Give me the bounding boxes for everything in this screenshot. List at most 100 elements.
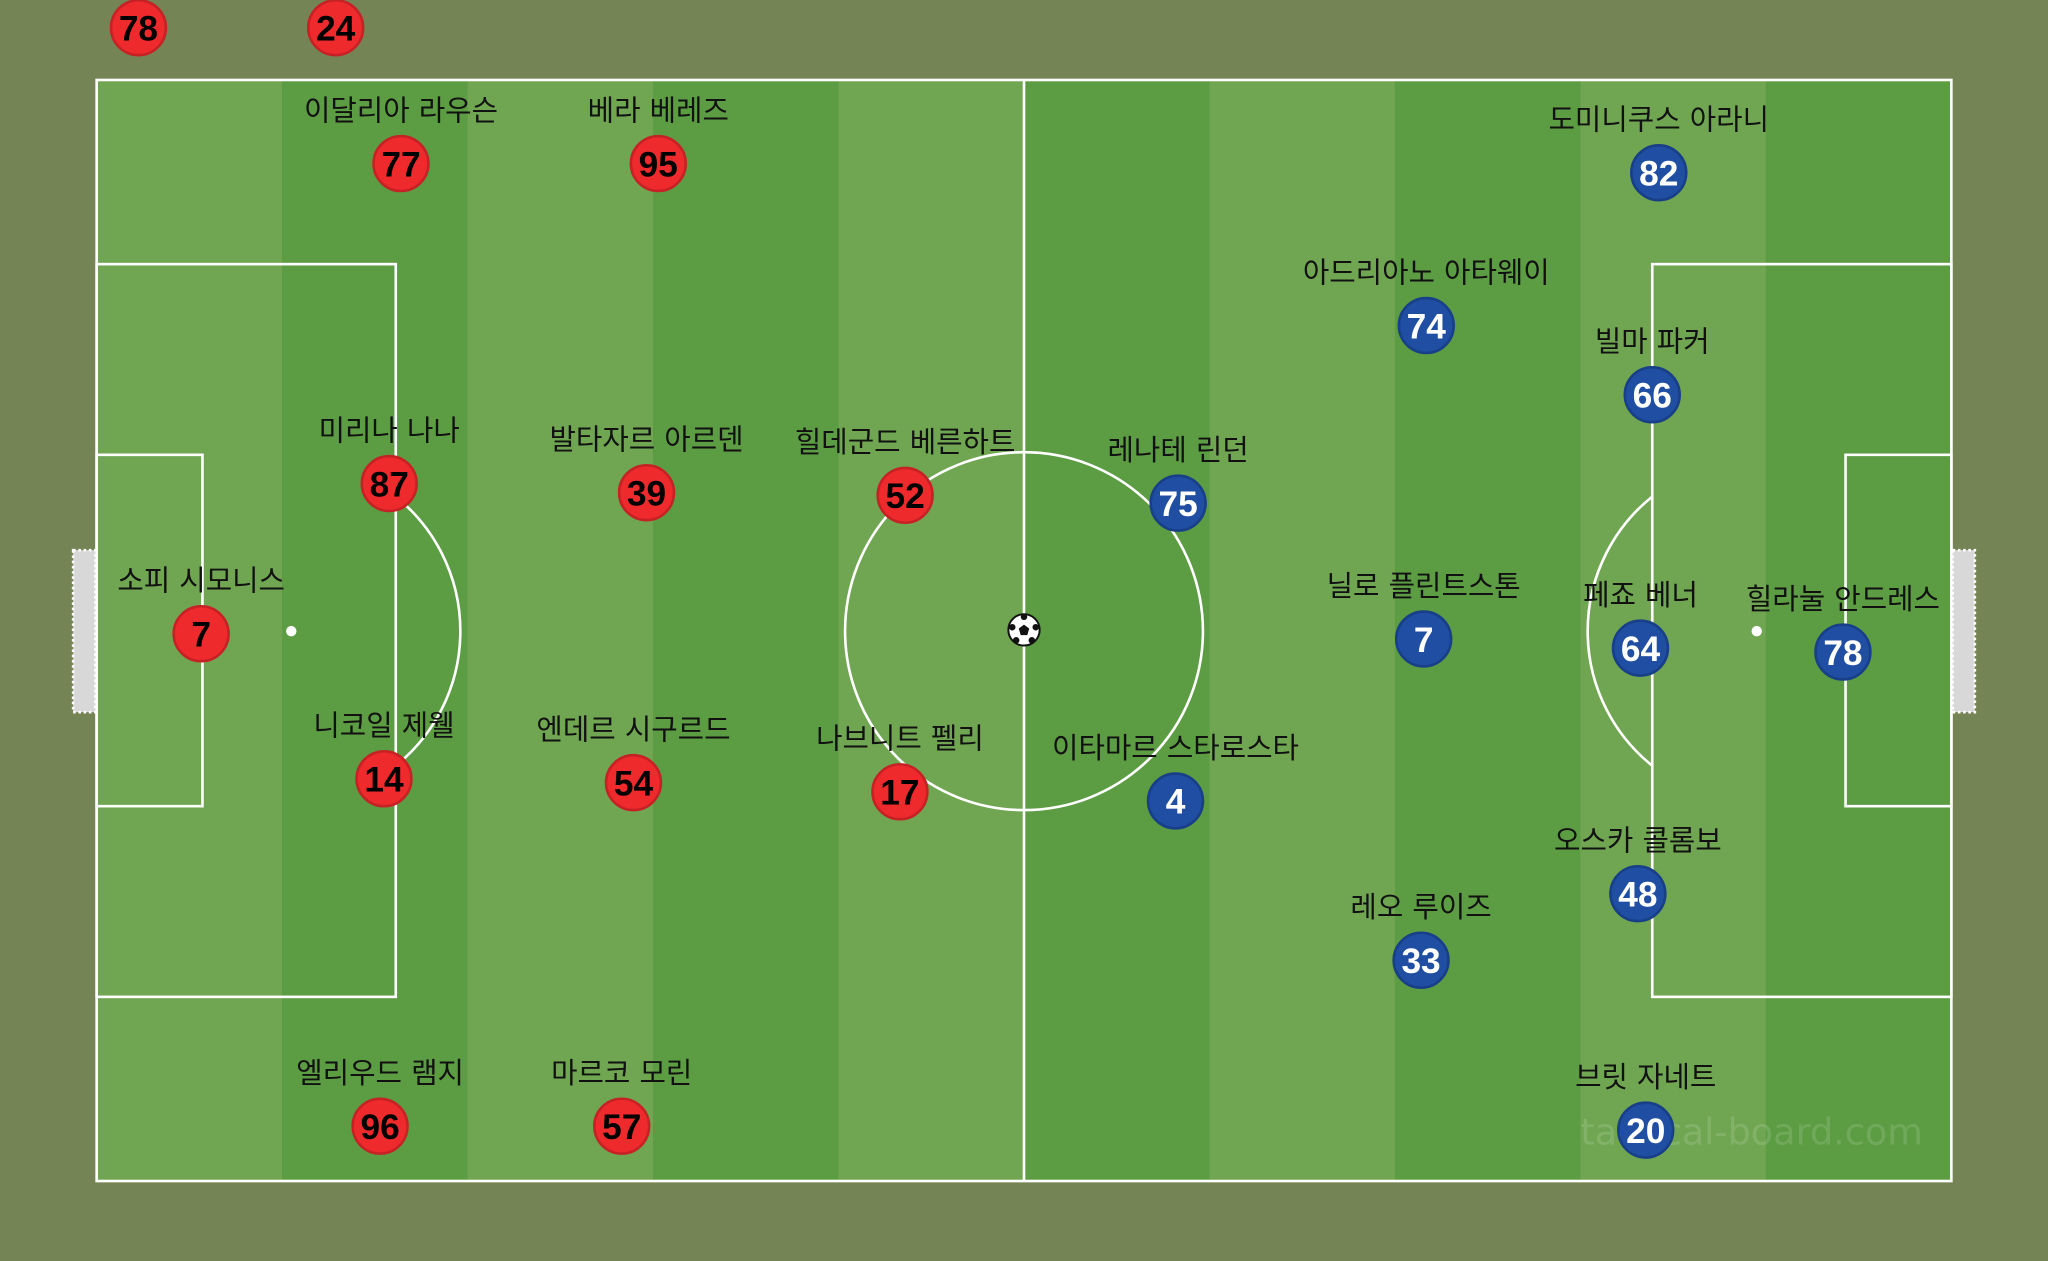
player-name: 레오 루이즈: [1350, 890, 1491, 924]
pitch-stripe: [1209, 79, 1395, 1182]
player-number: 96: [360, 1108, 399, 1147]
pitch-stripe: [1580, 79, 1766, 1182]
player-marker[interactable]: [1609, 864, 1667, 923]
player-marker[interactable]: [172, 605, 230, 663]
player-token[interactable]: 힐라눌 안드레스 78: [1746, 582, 1940, 681]
pitch-stripe: [1024, 79, 1210, 1182]
player-token[interactable]: 니코일 제웰 14: [313, 709, 455, 808]
player-token[interactable]: 나브니트 펠리 17: [816, 722, 984, 821]
player-marker[interactable]: [1149, 474, 1207, 532]
player-name: 힐라눌 안드레스: [1746, 582, 1940, 616]
player-token[interactable]: 힐데군드 베른하트 52: [795, 425, 1016, 525]
player-name: 오스카 콜롬보: [1554, 824, 1722, 858]
player-marker[interactable]: [1611, 619, 1670, 677]
player-name: 닐로 플린트스톤: [1327, 569, 1521, 603]
right-penalty-arc: [1586, 495, 1654, 767]
player-number: 74: [1407, 307, 1447, 346]
player-token[interactable]: 이달리아 라우슨 77: [304, 93, 498, 193]
player-marker[interactable]: [372, 134, 430, 193]
player-number: 82: [1639, 155, 1678, 194]
player-marker[interactable]: [871, 763, 929, 821]
player-number: 87: [370, 465, 409, 504]
player-name: 레나테 린던: [1107, 433, 1248, 467]
player-marker[interactable]: [1146, 772, 1205, 830]
player-token[interactable]: 78: [109, 0, 168, 57]
center-circle: [843, 450, 1205, 812]
player-number: 95: [639, 145, 678, 184]
player-token[interactable]: 엔데르 시구르드 54: [536, 713, 731, 812]
player-marker[interactable]: [306, 0, 365, 57]
player-marker[interactable]: [617, 463, 676, 522]
player-name: 엘리우드 램지: [296, 1056, 464, 1090]
player-token[interactable]: 도미니쿠스 아라니 82: [1549, 103, 1770, 202]
player-token[interactable]: 소피 시모니스 7: [117, 564, 285, 663]
player-number: 78: [119, 10, 158, 49]
pitch-stripe: [653, 79, 839, 1182]
player-number: 78: [1823, 634, 1862, 673]
player-name: 마르코 모린: [551, 1056, 692, 1090]
player-marker[interactable]: [592, 1097, 651, 1155]
player-token[interactable]: 페죠 베너 64: [1583, 578, 1698, 677]
right-penalty-spot: [1751, 625, 1762, 637]
player-number: 14: [364, 761, 404, 800]
player-name: 페죠 베너: [1583, 578, 1698, 612]
player-marker[interactable]: [1616, 1101, 1675, 1159]
player-token[interactable]: 레오 루이즈 33: [1350, 890, 1492, 990]
player-name: 이달리아 라우슨: [304, 93, 498, 127]
player-marker[interactable]: [1394, 610, 1453, 668]
pitch-stripe: [467, 79, 654, 1182]
player-token[interactable]: 베라 베레즈 95: [588, 93, 729, 193]
player-number: 7: [1414, 621, 1434, 660]
player-name: 소피 시모니스: [117, 564, 285, 598]
player-token[interactable]: 미리나 나나 87: [319, 413, 460, 513]
player-name: 브릿 자네트: [1575, 1060, 1716, 1094]
player-name: 도미니쿠스 아라니: [1549, 103, 1770, 137]
player-name: 이타마르 스타로스타: [1052, 731, 1299, 765]
player-marker[interactable]: [351, 1097, 409, 1155]
player-name: 미리나 나나: [319, 413, 460, 447]
player-marker[interactable]: [1630, 143, 1688, 202]
player-name: 발타자르 아르덴: [549, 423, 743, 457]
player-name: 아드리아노 아타웨이: [1303, 255, 1550, 289]
player-number: 33: [1401, 942, 1440, 981]
player-marker[interactable]: [1397, 296, 1456, 355]
left-penalty-spot: [286, 625, 297, 637]
player-token[interactable]: 오스카 콜롬보 48: [1554, 824, 1722, 923]
player-token[interactable]: 발타자르 아르덴 39: [549, 423, 744, 522]
player-marker[interactable]: [604, 753, 663, 812]
player-token[interactable]: 24: [306, 0, 365, 57]
player-marker[interactable]: [109, 0, 168, 57]
player-number: 52: [886, 477, 925, 516]
player-marker[interactable]: [1392, 931, 1450, 990]
player-number: 48: [1618, 875, 1657, 914]
player-name: 베라 베레즈: [588, 93, 729, 127]
player-number: 24: [316, 10, 356, 49]
player-token[interactable]: 닐로 플린트스톤 7: [1327, 569, 1521, 668]
player-marker[interactable]: [355, 750, 413, 808]
player-marker[interactable]: [1623, 366, 1681, 424]
player-token[interactable]: 레나테 린던 75: [1107, 433, 1249, 532]
player-name: 니코일 제웰: [313, 709, 454, 743]
player-token[interactable]: 빌마 파커 66: [1595, 325, 1710, 424]
player-number: 66: [1633, 377, 1672, 416]
player-token[interactable]: 엘리우드 램지 96: [296, 1056, 464, 1155]
player-name: 빌마 파커: [1595, 325, 1710, 359]
player-token[interactable]: 아드리아노 아타웨이 74: [1303, 255, 1550, 355]
player-number: 39: [627, 475, 666, 514]
player-token[interactable]: 이타마르 스타로스타 4: [1052, 731, 1299, 830]
player-marker[interactable]: [629, 134, 688, 193]
soccer-ball-icon[interactable]: [1007, 613, 1041, 647]
left-goal: [71, 548, 97, 714]
player-token[interactable]: 브릿 자네트 20: [1575, 1060, 1716, 1159]
player-name: 힐데군드 베른하트: [795, 425, 1016, 459]
player-marker[interactable]: [1814, 623, 1872, 681]
player-number: 57: [602, 1108, 641, 1147]
player-marker[interactable]: [876, 466, 934, 525]
player-token[interactable]: 마르코 모린 57: [551, 1056, 692, 1155]
player-number: 7: [191, 616, 211, 655]
player-number: 4: [1166, 783, 1186, 822]
player-marker[interactable]: [360, 454, 418, 513]
player-name: 나브니트 펠리: [816, 722, 984, 756]
pitch-stripe: [838, 79, 1024, 1182]
